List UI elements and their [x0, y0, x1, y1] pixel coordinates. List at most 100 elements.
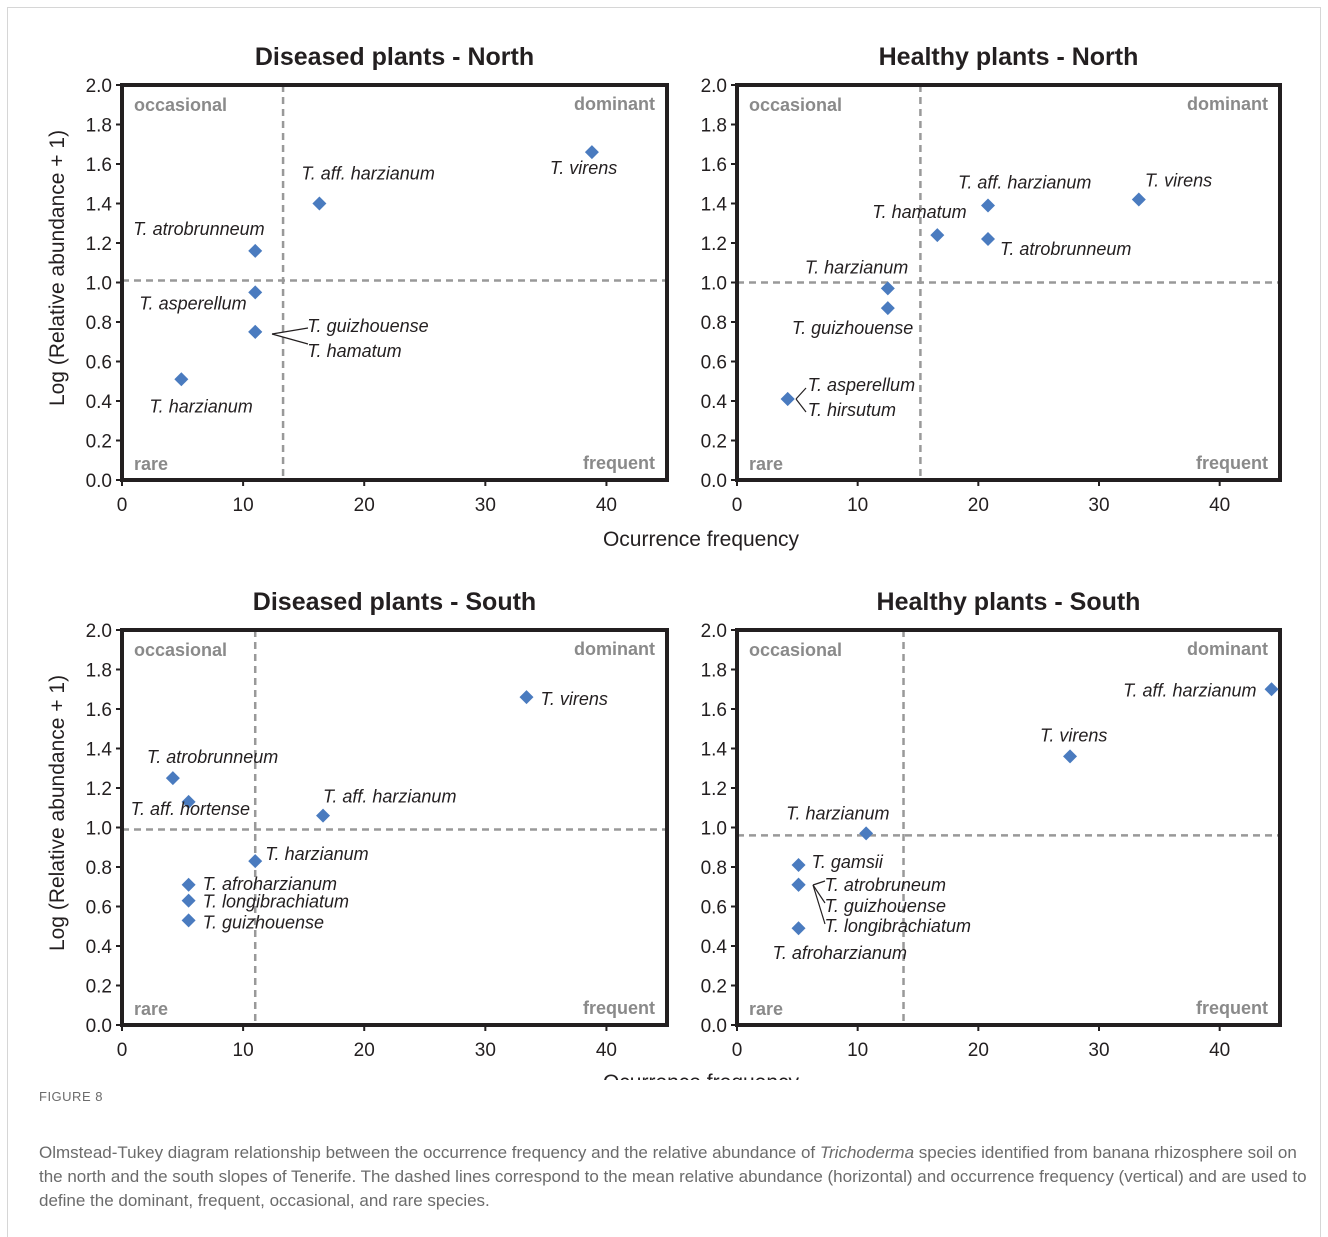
x-tick-label: 20 — [354, 1040, 375, 1061]
panel-title: Diseased plants - South — [253, 588, 536, 616]
y-tick-label: 0.6 — [86, 898, 112, 919]
data-point-marker — [248, 285, 263, 300]
panel-title: Healthy plants - South — [877, 588, 1141, 616]
x-tick-label: 40 — [596, 495, 617, 516]
label-leader-line — [812, 880, 826, 886]
data-point-label: T. virens — [1145, 171, 1212, 191]
y-tick-label: 1.4 — [86, 740, 113, 761]
data-point-label: T. atrobrunneum — [1000, 239, 1131, 259]
x-tick-label: 30 — [475, 1040, 496, 1061]
data-point-label: T. harzianum — [265, 844, 368, 864]
y-tick-label: 1.2 — [86, 234, 112, 255]
label-leader-line — [795, 387, 807, 400]
data-point-marker — [181, 877, 196, 892]
x-tick-label: 20 — [968, 1040, 989, 1061]
label-leader-line — [271, 327, 309, 335]
x-tick-label: 40 — [1209, 1040, 1230, 1061]
label-leader-line — [812, 884, 826, 904]
data-point-label: T. harzianum — [149, 396, 252, 416]
data-point-marker — [248, 854, 263, 869]
data-point-marker — [165, 771, 180, 786]
y-tick-label: 0.2 — [701, 977, 727, 998]
data-point-marker — [519, 690, 534, 705]
panel-title: Diseased plants - North — [255, 43, 534, 71]
y-tick-label: 0.6 — [86, 353, 112, 374]
y-tick-label: 2.0 — [86, 621, 112, 642]
scatter-panel-4: Healthy plants - South 0.0 0.2 0.4 0.6 0.8 1.0… — [701, 588, 1282, 1061]
scatter-panel-1: Diseased plants - North 0.0 0.2 0.4 0.6 0.8 1.… — [86, 43, 669, 516]
y-tick-label: 0.4 — [86, 392, 113, 413]
quadrant-rare: rare — [749, 454, 783, 474]
x-tick-label: 10 — [847, 495, 868, 516]
data-point-label: T. aff. hortense — [131, 799, 250, 819]
quadrant-dominant: dominant — [574, 94, 655, 114]
data-point-label: T. guizhouense — [307, 316, 428, 336]
data-point-marker — [1131, 192, 1146, 207]
y-tick-label: 1.4 — [86, 195, 113, 216]
data-point-label: T. afroharzianum — [203, 874, 337, 894]
y-tick-label: 1.8 — [701, 116, 727, 137]
data-point-label: T. aff. harzianum — [958, 172, 1091, 192]
y-tick-label: 1.2 — [701, 779, 727, 800]
data-point-marker — [980, 232, 995, 247]
x-tick-label: 10 — [847, 1040, 868, 1061]
y-tick-label: 2.0 — [86, 76, 112, 97]
y-tick-label: 1.4 — [701, 195, 728, 216]
scatter-panel-3: Diseased plants - South 0.0 0.2 0.4 0.6 0.8 1.… — [86, 588, 669, 1061]
x-tick-label: 30 — [1088, 495, 1109, 516]
x-tick-label: 0 — [732, 1040, 743, 1061]
y-tick-label: 0.4 — [701, 392, 728, 413]
quadrant-frequent: frequent — [1196, 998, 1268, 1018]
figure-caption: Olmstead-Tukey diagram relationship betw… — [39, 1141, 1309, 1213]
y-tick-label: 1.6 — [701, 155, 727, 176]
y-tick-label: 0.0 — [86, 1016, 112, 1037]
quadrant-frequent: frequent — [1196, 453, 1268, 473]
y-tick-label: 0.0 — [86, 471, 112, 492]
data-point-marker — [1063, 749, 1078, 764]
quadrant-occasional: occasional — [134, 95, 227, 115]
y-tick-label: 1.2 — [701, 234, 727, 255]
data-point-label: T. virens — [550, 158, 617, 178]
data-point-marker — [780, 392, 795, 407]
y-tick-label: 0.6 — [701, 898, 727, 919]
y-tick-label: 0.2 — [86, 977, 112, 998]
data-point-label: T. guizhouense — [792, 318, 913, 338]
data-point-marker — [880, 281, 895, 296]
y-tick-label: 1.8 — [701, 661, 727, 682]
data-point-label: T. asperellum — [139, 293, 246, 313]
data-point-marker — [181, 893, 196, 908]
y-tick-label: 0.8 — [86, 313, 112, 334]
data-point-label: T. afroharzianum — [773, 943, 907, 963]
y-tick-label: 1.6 — [701, 700, 727, 721]
x-tick-label: 0 — [117, 1040, 128, 1061]
x-tick-label: 10 — [233, 495, 254, 516]
x-tick-label: 20 — [354, 495, 375, 516]
data-point-marker — [1264, 682, 1279, 697]
y-tick-label: 1.0 — [701, 274, 727, 295]
x-tick-label: 30 — [1088, 1040, 1109, 1061]
y-tick-label: 1.0 — [86, 274, 112, 295]
data-point-label: T. atrobruneum — [825, 875, 946, 895]
x-axis-label-bottom: Ocurrence frequency — [603, 1071, 800, 1080]
panel-title: Healthy plants - North — [879, 43, 1139, 71]
data-point-label: T. virens — [1040, 725, 1107, 745]
quadrant-dominant: dominant — [1187, 94, 1268, 114]
data-point-marker — [791, 858, 806, 873]
caption-part-2: species identified from banana rhizosphe… — [39, 1143, 1307, 1210]
y-tick-label: 1.8 — [86, 661, 112, 682]
data-point-marker — [181, 913, 196, 928]
quadrant-occasional: occasional — [749, 95, 842, 115]
caption-genus: Trichoderma — [819, 1143, 915, 1162]
data-point-label: T. atrobrunneum — [133, 219, 264, 239]
y-tick-label: 0.0 — [701, 471, 727, 492]
x-tick-label: 10 — [233, 1040, 254, 1061]
chart-figure: Diseased plants - North 0.0 0.2 0.4 0.6 0.8 1.… — [46, 43, 1282, 1080]
data-point-marker — [791, 877, 806, 892]
y-tick-label: 0.4 — [86, 937, 113, 958]
x-tick-label: 30 — [475, 495, 496, 516]
data-point-marker — [880, 301, 895, 316]
label-leader-line — [812, 884, 826, 925]
quadrant-frequent: frequent — [583, 453, 655, 473]
y-tick-label: 1.0 — [701, 819, 727, 840]
x-tick-label: 40 — [596, 1040, 617, 1061]
